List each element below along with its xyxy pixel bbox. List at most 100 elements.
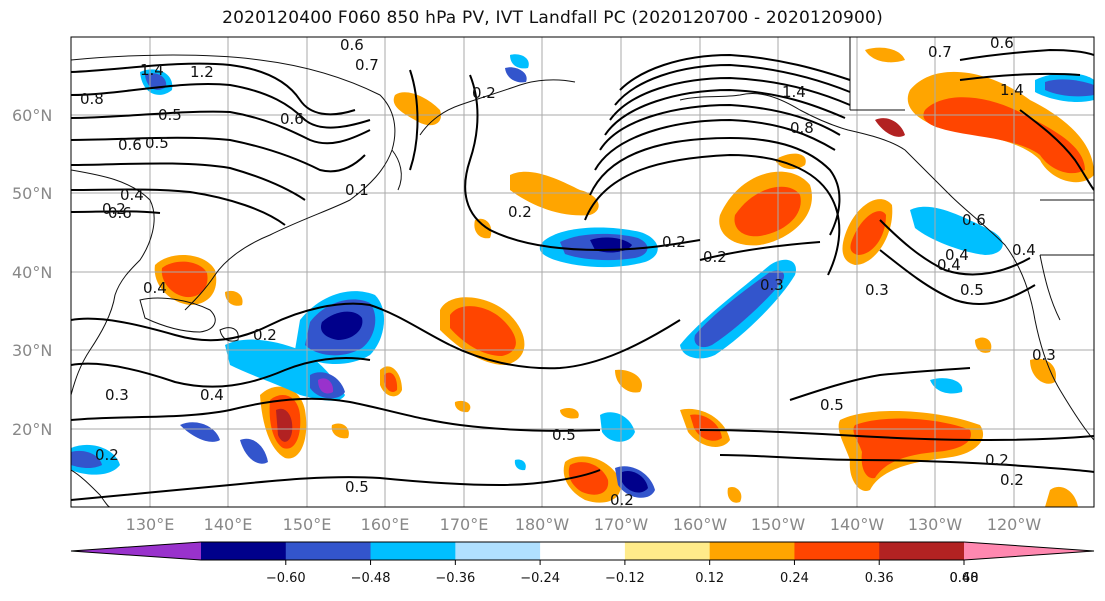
colorbar-tick-label: 0.12: [695, 571, 724, 586]
coastlines: [71, 37, 1094, 507]
map-title: 2020120400 F060 850 hPa PV, IVT Landfall…: [222, 8, 883, 28]
colorbar-tick-label: −0.60: [266, 571, 306, 586]
contour-label: 0.4: [945, 246, 969, 264]
negative-anomaly-region: [240, 438, 268, 464]
longitude-label: 160°E: [361, 515, 410, 534]
negative-anomaly-region: [180, 422, 220, 442]
contour-label: 0.7: [928, 43, 952, 61]
longitude-label: 170°W: [594, 515, 649, 534]
positive-anomaly-region: [331, 423, 349, 439]
positive-anomaly-region: [450, 306, 516, 356]
colorbar-segment: [794, 542, 880, 560]
colorbar-tick-label: −0.12: [605, 571, 645, 586]
latitude-label: 50°N: [12, 184, 52, 203]
positive-anomaly-region: [1045, 486, 1078, 507]
latitude-axis: 60°N 50°N 40°N 30°N 20°N: [12, 106, 52, 439]
negative-anomaly-region: [622, 470, 648, 493]
negative-anomaly-region: [514, 459, 526, 471]
colorbar-extension-min: [71, 542, 201, 560]
contour-label: 0.1: [345, 181, 369, 199]
longitude-label: 180°W: [515, 515, 570, 534]
positive-anomaly-region: [775, 153, 806, 170]
longitude-label: 160°W: [673, 515, 728, 534]
positive-anomaly-region: [276, 408, 293, 442]
contour-label: 0.3: [105, 386, 129, 404]
negative-anomaly-region: [71, 450, 102, 469]
contour-label: 0.7: [355, 56, 379, 74]
negative-anomaly-region: [694, 270, 785, 348]
contour-label: 0.2: [253, 326, 277, 344]
contour-label: 0.5: [158, 106, 182, 124]
negative-anomaly-region: [318, 378, 334, 394]
negative-anomaly-region: [600, 412, 635, 442]
latitude-label: 30°N: [12, 341, 52, 360]
positive-anomaly-region: [975, 337, 992, 353]
longitude-label: 130°W: [908, 515, 963, 534]
positive-anomaly-region: [615, 369, 642, 393]
positive-anomaly-region: [690, 414, 722, 441]
colorbar-segment: [540, 542, 626, 560]
positive-anomaly-region: [384, 372, 398, 393]
contour-label: 1.4: [1000, 81, 1024, 99]
colorbar-tick-label: −0.36: [435, 571, 475, 586]
longitude-label: 120°W: [987, 515, 1042, 534]
negative-anomaly-region: [910, 206, 1003, 255]
positive-anomaly-region: [875, 118, 905, 137]
contour-label: 1.4: [140, 61, 164, 79]
contour-label: 0.5: [145, 134, 169, 152]
contour-label: 0.2: [662, 233, 686, 251]
shading-layer: [71, 47, 1094, 507]
contour-label: 0.6: [280, 110, 304, 128]
contour-label: 0.2: [985, 451, 1009, 469]
latitude-label: 40°N: [12, 263, 52, 282]
contour-label: 0.5: [552, 426, 576, 444]
negative-anomaly-region: [320, 311, 363, 340]
contour-label: 0.5: [960, 281, 984, 299]
negative-anomaly-region: [510, 54, 529, 69]
contour-label: 0.4: [937, 256, 961, 274]
contour-label: 0.6: [962, 211, 986, 229]
contour-label: 0.2: [508, 203, 532, 221]
negative-anomaly-region: [930, 378, 963, 394]
positive-anomaly-region: [560, 407, 579, 419]
colorbar-segment: [285, 542, 372, 560]
negative-anomaly-region: [505, 67, 527, 83]
positive-anomaly-region: [225, 290, 243, 306]
longitude-label: 130°E: [126, 515, 175, 534]
longitude-label: 150°E: [283, 515, 332, 534]
colorbar-segment: [455, 542, 541, 560]
positive-anomaly-region: [727, 486, 742, 503]
longitude-label: 170°E: [440, 515, 489, 534]
colorbar-tick-label: −0.24: [520, 571, 560, 586]
contour-label: 0.4: [120, 186, 144, 204]
positive-anomaly-region: [161, 261, 208, 298]
pv-contours: [71, 48, 1094, 501]
colorbar-tick-label: 0.60: [950, 571, 979, 586]
contour-label-layer: 1.4 1.2 0.8 0.5 0.6 0.5 0.6 0.7 0.6 0.4 …: [80, 34, 1056, 509]
contour-label: 0.8: [80, 90, 104, 108]
colorbar-tick-label: 0.36: [865, 571, 894, 586]
contour-label: 0.2: [703, 248, 727, 266]
longitude-axis: 130°E 140°E 150°E 160°E 170°E 180°W 170°…: [126, 515, 1042, 534]
contour-label: 1.4: [782, 83, 806, 101]
contour-label: 0.2: [95, 446, 119, 464]
positive-anomaly-region: [853, 418, 971, 479]
contour-label: 0.3: [760, 276, 784, 294]
colorbar-segment: [201, 542, 287, 560]
latitude-label: 20°N: [12, 420, 52, 439]
negative-anomaly-region: [1045, 79, 1094, 97]
colorbar-segment: [879, 542, 965, 560]
positive-anomaly-region: [850, 211, 886, 255]
contour-label: 0.2: [1000, 471, 1024, 489]
contour-label: 0.5: [820, 396, 844, 414]
map-frame: [70, 36, 1095, 508]
colorbar-segment: [370, 542, 456, 560]
colorbar-tick-label: 0.48: [950, 571, 979, 586]
longitude-label: 140°E: [204, 515, 253, 534]
contour-label: 0.2: [472, 84, 496, 102]
contour-label: 0.4: [1012, 241, 1036, 259]
positive-anomaly-region: [1030, 358, 1056, 384]
positive-anomaly-region: [474, 218, 492, 239]
colorbar-segment: [624, 542, 711, 560]
latitude-label: 60°N: [12, 106, 52, 125]
